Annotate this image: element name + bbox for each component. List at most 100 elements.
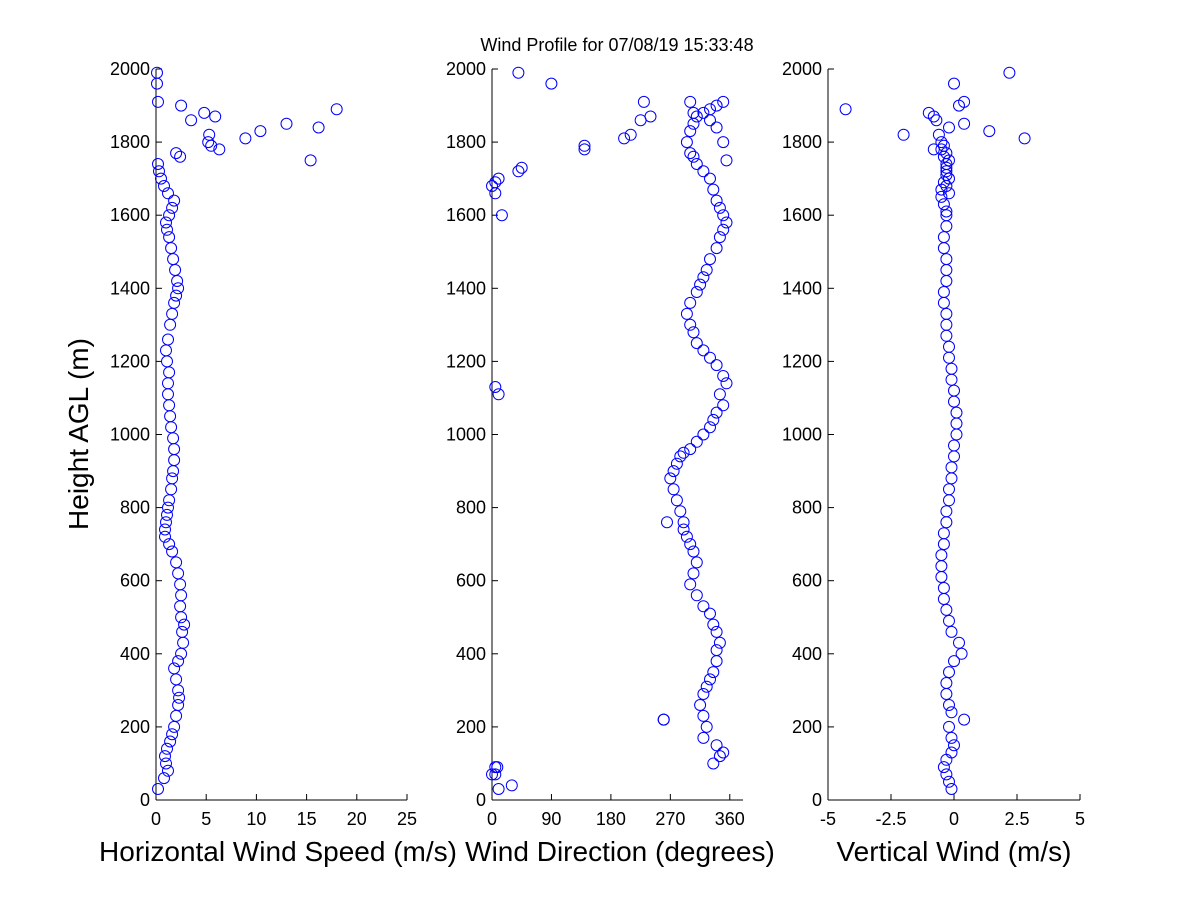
data-point-direction (704, 253, 716, 266)
data-point-direction (710, 406, 723, 419)
data-point-direction (717, 746, 730, 759)
data-point-speed (160, 216, 172, 229)
data-point-speed (162, 501, 174, 514)
data-point-vertical (937, 296, 950, 309)
data-point-speed (163, 399, 176, 412)
y-tick-label-vertical: 0 (812, 790, 822, 810)
data-point-direction (720, 154, 733, 167)
data-point-direction (684, 296, 697, 309)
data-point-vertical (945, 472, 958, 485)
data-point-direction (677, 523, 690, 536)
data-point-direction (674, 450, 687, 463)
data-point-speed (160, 757, 172, 770)
data-point-vertical (950, 428, 963, 441)
data-point-direction (687, 545, 700, 558)
data-point-direction (545, 77, 558, 90)
x-axis-title-direction: Wind Direction (degrees) (465, 836, 775, 867)
data-point-speed (171, 275, 184, 287)
data-point-speed (168, 454, 181, 467)
data-point-speed (172, 699, 185, 711)
data-point-vertical (940, 329, 953, 342)
data-point-speed (175, 99, 188, 112)
data-point-vertical (937, 198, 950, 211)
y-tick-label-direction: 1600 (446, 205, 486, 225)
data-point-vertical (937, 242, 950, 255)
data-point-speed (176, 625, 189, 638)
data-point-direction (713, 201, 726, 214)
x-tick-label-direction: 270 (655, 809, 685, 829)
data-point-direction (717, 95, 730, 108)
data-point-vertical (940, 753, 953, 766)
data-point-direction (515, 161, 528, 174)
data-point-speed (163, 366, 176, 379)
data-point-vertical (935, 190, 948, 203)
data-point-speed (172, 282, 185, 295)
data-point-speed (164, 735, 177, 748)
y-tick-label-direction: 600 (456, 571, 486, 591)
data-point-speed (161, 508, 173, 521)
data-point-vertical (940, 677, 953, 689)
data-point-vertical (940, 253, 953, 266)
data-point-direction (700, 264, 713, 276)
data-point-vertical (948, 384, 960, 397)
data-point-vertical (937, 286, 950, 298)
data-point-direction (492, 783, 505, 795)
data-point-vertical (940, 768, 953, 781)
data-point-direction (486, 180, 498, 192)
data-point-direction (634, 114, 647, 127)
data-point-speed (173, 691, 186, 704)
data-point-direction (717, 136, 730, 149)
data-point-speed (174, 150, 187, 163)
data-point-direction (687, 106, 700, 119)
data-point-speed (160, 344, 172, 357)
data-point-direction (704, 114, 716, 127)
data-point-speed (161, 355, 173, 368)
data-point-direction (717, 399, 730, 412)
data-point-direction (704, 673, 716, 686)
data-point-vertical (945, 625, 958, 638)
y-tick-label-direction: 1000 (446, 425, 486, 445)
data-point-vertical (940, 209, 953, 222)
data-point-direction (697, 271, 710, 284)
data-point-direction (697, 428, 710, 441)
x-tick-label-speed: 15 (297, 809, 317, 829)
x-tick-label-vertical: -2.5 (875, 809, 906, 829)
data-point-vertical (945, 706, 958, 719)
data-point-vertical (943, 340, 955, 353)
data-point-direction (578, 139, 591, 152)
y-tick-label-speed: 1600 (110, 205, 150, 225)
data-point-direction (690, 110, 703, 123)
data-point-speed (168, 296, 181, 309)
data-point-speed (151, 66, 163, 79)
data-point-direction (710, 359, 723, 372)
data-point-direction (687, 567, 700, 580)
data-point-speed (165, 242, 178, 255)
data-point-speed (159, 523, 171, 536)
x-tick-label-vertical: 0 (949, 809, 959, 829)
data-point-direction (707, 183, 720, 196)
data-point-vertical (937, 139, 950, 152)
data-point-vertical (943, 172, 955, 185)
x-tick-label-vertical: -5 (820, 809, 836, 829)
data-point-vertical (1003, 66, 1016, 79)
data-point-speed (169, 264, 182, 276)
data-point-direction (700, 680, 713, 693)
data-point-direction (713, 636, 726, 649)
data-point-direction (697, 731, 710, 744)
data-point-speed (254, 125, 267, 138)
data-point-speed (153, 165, 165, 178)
data-point-direction (710, 121, 723, 134)
data-point-direction (664, 472, 677, 485)
y-tick-label-direction: 0 (476, 790, 486, 810)
y-tick-label-speed: 1800 (110, 132, 150, 152)
data-point-direction (710, 242, 723, 255)
data-point-direction (489, 176, 502, 189)
data-point-speed (166, 201, 179, 214)
data-point-direction (707, 413, 720, 426)
data-point-speed (312, 121, 325, 134)
data-point-direction (704, 172, 716, 185)
data-point-direction (670, 457, 683, 470)
data-point-vertical (953, 636, 965, 649)
data-point-vertical (958, 95, 971, 108)
